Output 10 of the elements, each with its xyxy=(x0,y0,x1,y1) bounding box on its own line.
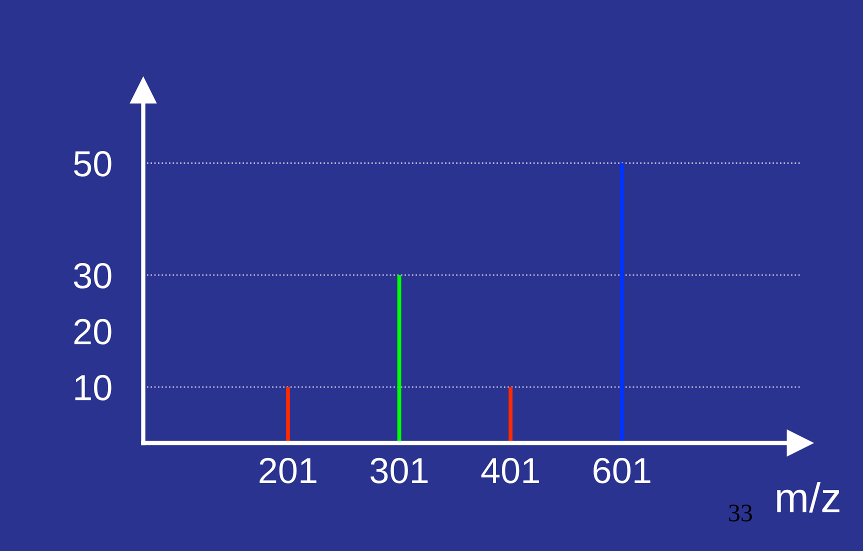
x-tick-label: 401 xyxy=(481,458,539,484)
x-tick-label: 301 xyxy=(370,458,428,484)
y-tick-label: 20 xyxy=(74,318,112,344)
x-axis-title: m/z xyxy=(777,482,840,513)
y-tick-label: 30 xyxy=(74,262,112,289)
x-tick-label: 201 xyxy=(260,458,316,484)
x-tick-label: 601 xyxy=(594,458,650,484)
text: 33 xyxy=(729,504,752,522)
y-tick-label: 50 xyxy=(74,151,112,177)
y-tick-label: 10 xyxy=(75,374,112,400)
